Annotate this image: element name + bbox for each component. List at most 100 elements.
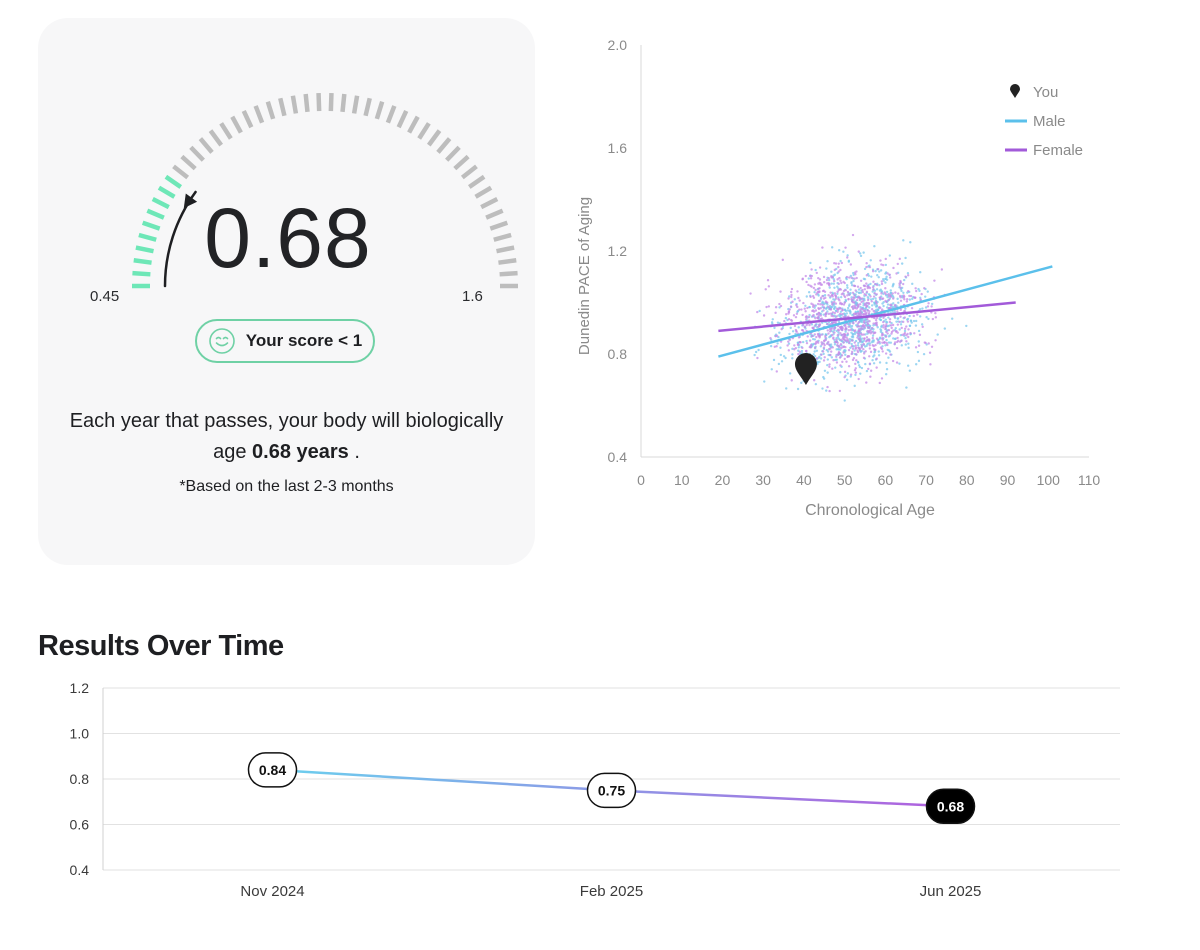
population-point [922,352,926,356]
x-tick-label: 60 [878,472,894,488]
population-point [904,256,907,260]
gauge-tick [189,145,205,162]
y-tick-label: 1.2 [70,680,90,696]
population-point [793,344,796,347]
population-point [863,267,867,271]
population-point [831,367,834,370]
population-point [822,306,826,309]
population-point [835,338,838,341]
population-point [896,323,900,326]
population-point [899,299,903,302]
gauge-tick [151,196,170,210]
population-point [770,368,773,371]
population-point [830,270,833,273]
gauge-tick [489,220,509,231]
population-point [835,348,838,351]
population-point [826,303,829,306]
population-point [846,290,850,294]
population-point [833,326,837,329]
population-point [793,298,796,301]
population-point [908,324,912,328]
population-point [909,241,912,244]
population-point [910,321,913,324]
population-point [881,278,885,281]
population-point [837,297,840,301]
population-point [882,316,885,319]
gauge-tick [316,93,322,112]
population-point [860,349,863,353]
population-point [821,294,824,298]
population-point [895,320,898,323]
population-point [805,339,808,343]
population-point [850,350,854,354]
gauge-tick [180,154,197,171]
population-point [898,328,901,331]
population-point [792,314,796,317]
population-point [819,303,822,306]
population-point [868,326,871,329]
population-point [833,292,837,295]
population-point [847,348,851,352]
population-point [897,301,900,304]
population-point [793,324,797,328]
population-point [880,377,884,380]
population-point [837,308,840,311]
x-tick-label: Feb 2025 [580,883,643,900]
population-point [813,350,816,353]
population-point [876,274,879,277]
population-point [846,254,849,257]
population-point [877,354,881,357]
population-point [854,373,857,377]
population-point [810,274,814,278]
x-axis-title: Chronological Age [805,502,935,519]
population-point [889,324,893,327]
population-point [830,350,833,353]
population-point [805,315,808,318]
population-point [845,339,848,342]
population-point [842,280,845,284]
population-point [808,339,812,342]
population-point [847,365,851,368]
population-point [801,346,804,350]
population-point [885,338,888,342]
population-point [868,306,871,309]
population-point [861,327,864,331]
population-point [832,336,835,339]
population-point [868,265,872,269]
population-point [856,303,859,306]
population-point [902,320,905,324]
population-point [926,290,929,293]
population-point [822,352,825,356]
population-point [861,288,864,292]
population-point [805,295,808,298]
population-point [910,306,914,310]
population-point [891,294,895,298]
y-tick-label: 0.8 [70,771,90,787]
population-point [809,277,813,280]
population-point [856,350,860,354]
population-point [823,294,827,297]
population-point [896,317,899,320]
population-point [816,341,820,344]
population-point [753,353,756,357]
population-point [863,302,867,305]
population-point [891,283,895,287]
population-point [859,320,863,323]
population-point [827,276,830,280]
population-point [839,364,842,367]
population-point [822,309,825,312]
population-point [905,298,909,301]
population-point [868,362,872,365]
data-point: 0.68 [925,788,976,825]
data-label: 0.84 [259,762,286,778]
population-point [850,352,853,356]
population-point [875,283,879,287]
population-point [839,332,842,335]
population-point [842,303,846,306]
population-point [852,322,855,325]
population-point [827,312,831,316]
population-point [810,302,813,305]
population-point [825,311,828,315]
population-point [818,335,821,338]
population-point [779,304,783,308]
